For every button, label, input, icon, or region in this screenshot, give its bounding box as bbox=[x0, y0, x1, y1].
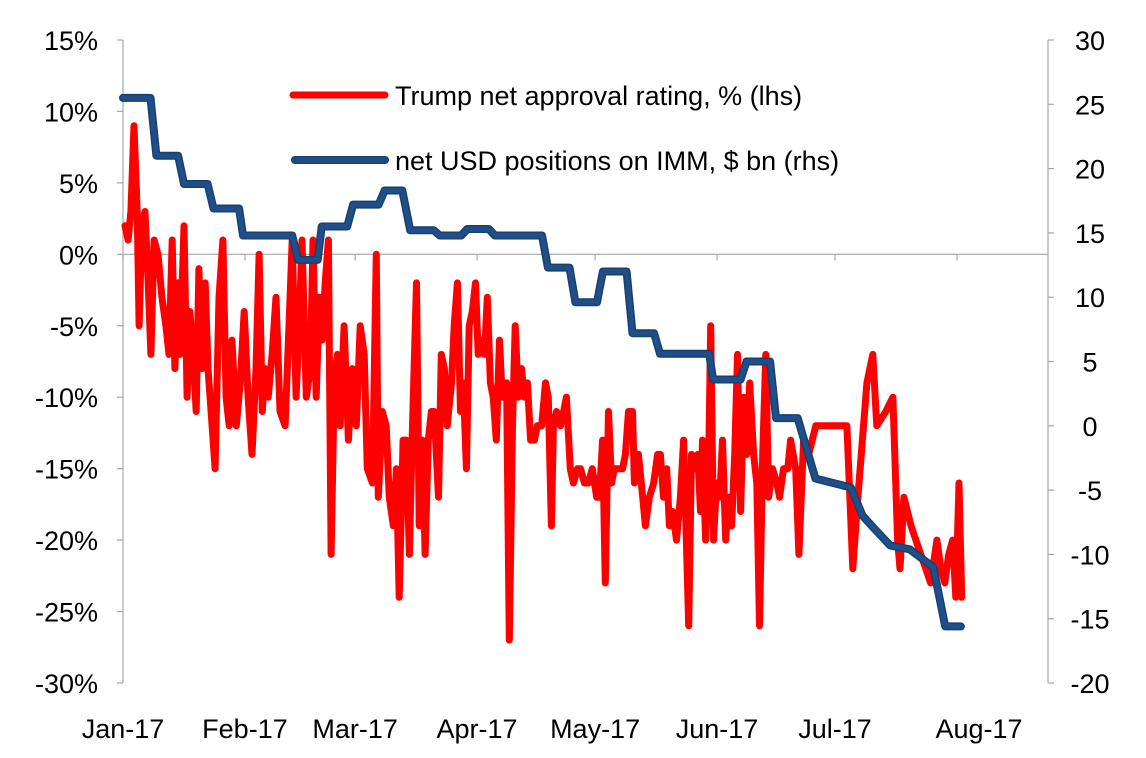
series-lines bbox=[119, 93, 966, 644]
right-tick-label: 25 bbox=[1075, 90, 1105, 120]
right-tick-label: -15 bbox=[1070, 605, 1109, 635]
x-tick-label: Jul-17 bbox=[798, 714, 872, 744]
axes: 15% 10% 5% 0% -5% -10% -15% -20% -25% -30% 30 25 20 1… bbox=[35, 26, 1110, 744]
left-tick-label: 5% bbox=[59, 169, 98, 199]
x-tick-label: Apr-17 bbox=[437, 714, 518, 744]
x-tick-label: Jun-17 bbox=[676, 714, 759, 744]
right-tick-label: 10 bbox=[1075, 283, 1105, 313]
x-tick-label: May-17 bbox=[550, 714, 640, 744]
left-tick-label: -10% bbox=[35, 383, 98, 413]
x-tick-label: Mar-17 bbox=[312, 714, 398, 744]
right-tick-label: -10 bbox=[1070, 540, 1109, 570]
approval-rating-line bbox=[121, 122, 966, 644]
right-tick-label: 15 bbox=[1075, 219, 1105, 249]
left-tick-label: -20% bbox=[35, 526, 98, 556]
legend: Trump net approval rating, % (lhs) net U… bbox=[289, 81, 839, 176]
left-tick-label: -30% bbox=[35, 669, 98, 699]
usd-positions-line bbox=[120, 95, 964, 629]
left-tick-label: -25% bbox=[35, 598, 98, 628]
left-tick-label: 15% bbox=[44, 26, 98, 56]
legend-label-usd: net USD positions on IMM, $ bn (rhs) bbox=[395, 146, 839, 176]
legend-label-approval: Trump net approval rating, % (lhs) bbox=[395, 81, 802, 111]
x-tick-label: Jan-17 bbox=[82, 714, 165, 744]
right-tick-label: 0 bbox=[1082, 412, 1097, 442]
x-tick-label: Aug-17 bbox=[935, 714, 1022, 744]
x-tick-label: Feb-17 bbox=[202, 714, 288, 744]
right-tick-label: 5 bbox=[1082, 348, 1097, 378]
left-tick-label: -5% bbox=[50, 312, 98, 342]
right-tick-label: -5 bbox=[1078, 476, 1102, 506]
left-tick-label: 10% bbox=[44, 97, 98, 127]
left-tick-label: 0% bbox=[59, 240, 98, 270]
right-tick-label: 30 bbox=[1075, 26, 1105, 56]
left-tick-label: -15% bbox=[35, 455, 98, 485]
right-tick-label: -20 bbox=[1070, 669, 1109, 699]
right-tick-label: 20 bbox=[1075, 155, 1105, 185]
